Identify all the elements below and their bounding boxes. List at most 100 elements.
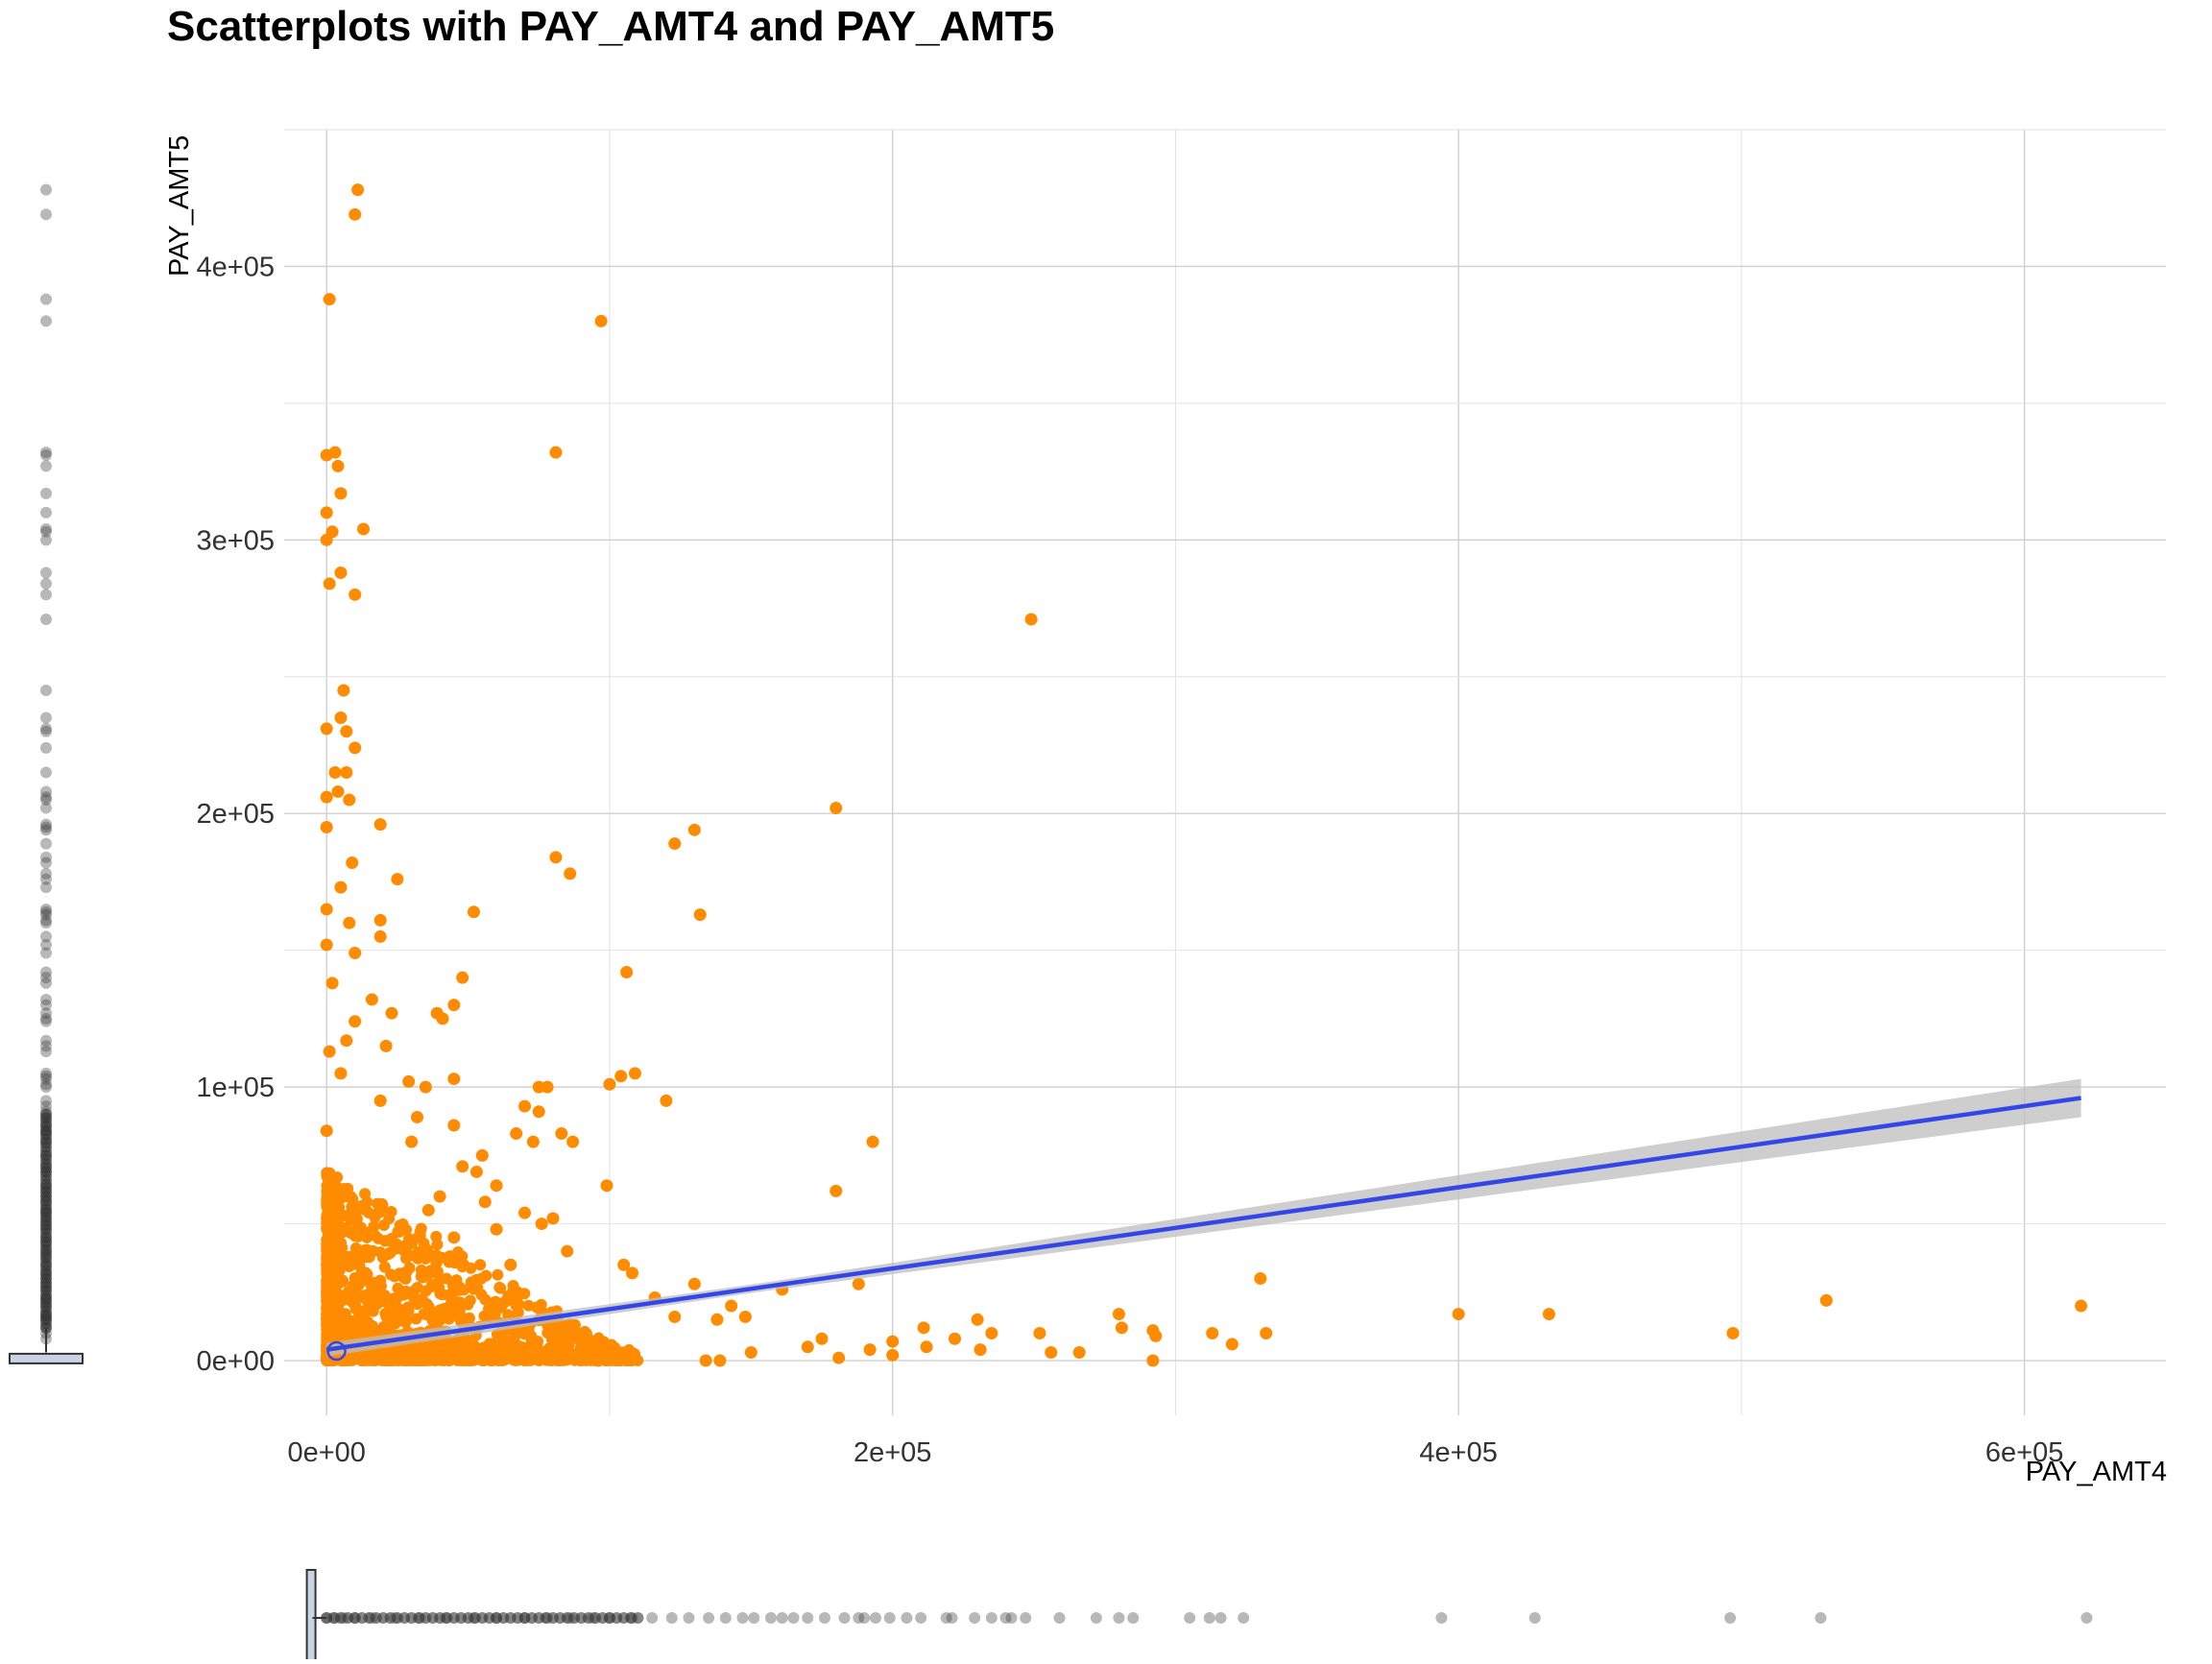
scatter-point — [1146, 1324, 1160, 1338]
marginal-y-outlier — [40, 791, 52, 804]
scatter-point — [483, 1306, 495, 1318]
marginal-x-outlier — [999, 1612, 1012, 1624]
scatter-point — [421, 1203, 435, 1217]
scatter-point — [725, 1299, 738, 1313]
marginal-y-outlier — [40, 487, 52, 499]
scatter-point — [349, 741, 362, 755]
marginal-y-box — [9, 1352, 84, 1364]
scatter-point — [388, 1237, 400, 1249]
marginal-x-outlier — [1815, 1612, 1827, 1624]
scatter-point — [608, 1354, 620, 1366]
scatter-point — [454, 1314, 467, 1327]
marginal-x-outlier — [1020, 1612, 1032, 1624]
scatter-point — [334, 567, 348, 580]
marginal-y-outlier — [40, 1073, 52, 1085]
marginal-x-boxplot — [305, 1569, 2093, 1664]
marginal-y-outlier — [40, 908, 52, 921]
marginal-y-outlier — [40, 873, 52, 885]
marginal-y-outlier — [40, 867, 52, 880]
scatter-point — [492, 1268, 504, 1281]
scatter-point — [549, 446, 563, 459]
scatter-point — [346, 856, 359, 870]
scatter-point — [365, 1279, 377, 1291]
scatter-point — [456, 971, 469, 984]
scatter-point — [420, 1354, 432, 1366]
scatter-point — [450, 1274, 463, 1287]
scatter-point — [374, 1274, 387, 1287]
scatter-point — [325, 1298, 337, 1311]
scatter-point — [407, 1285, 420, 1297]
marginal-y-outlier — [40, 966, 52, 978]
scatter-point — [1452, 1308, 1465, 1321]
marginal-x-outlier — [764, 1612, 777, 1624]
marginal-x-outlier — [632, 1612, 644, 1624]
marginal-x-outlier — [940, 1612, 952, 1624]
scatter-point — [530, 1301, 542, 1314]
scatter-point — [540, 1351, 552, 1363]
marginal-y-outlier — [40, 522, 52, 535]
scatter-point — [447, 999, 461, 1012]
scatter-point — [474, 1354, 487, 1366]
scatter-point — [374, 1351, 387, 1363]
marginal-y-outlier — [40, 993, 52, 1005]
scatter-point — [920, 1340, 933, 1354]
scatter-point — [1045, 1345, 1058, 1359]
marginal-y-outlier — [40, 449, 52, 462]
marginal-y-outlier — [40, 881, 52, 894]
scatter-point — [389, 1270, 401, 1283]
scatter-point — [402, 1249, 415, 1262]
scatter-point — [617, 1258, 631, 1271]
points-layer — [320, 183, 2088, 1367]
scatter-point — [320, 903, 333, 916]
scatter-point — [410, 1313, 422, 1325]
marginal-x-outlier — [858, 1612, 871, 1624]
marginal-x-outlier — [683, 1612, 695, 1624]
scatter-point — [391, 873, 404, 886]
scatter-point — [580, 1354, 592, 1366]
scatter-point — [510, 1127, 523, 1141]
y-tick-label: 3e+05 — [197, 525, 275, 556]
scatter-point — [738, 1310, 752, 1323]
marginal-y-outlier — [40, 183, 52, 196]
marginal-x-outlier — [665, 1612, 678, 1624]
x-tick-label: 4e+05 — [1419, 1437, 1497, 1468]
scatter-point — [343, 1286, 355, 1298]
marginal-y-boxplot — [9, 183, 84, 1364]
scatter-point — [446, 1287, 459, 1299]
marginal-y-outlier — [40, 930, 52, 943]
scatter-point — [566, 1135, 580, 1148]
scatter-point — [343, 1261, 355, 1273]
scatter-point — [329, 1326, 342, 1338]
scatter-point — [320, 533, 333, 546]
scatter-point — [395, 1351, 407, 1363]
scatter-point — [744, 1345, 757, 1359]
marginal-y-outlier — [40, 1040, 52, 1052]
scatter-point — [405, 1237, 419, 1250]
marginal-y-outlier — [40, 446, 52, 459]
scatter-point — [394, 1219, 406, 1232]
marginal-y-outlier — [40, 722, 52, 735]
scatter-point — [1033, 1327, 1046, 1340]
marginal-y-outlier — [40, 567, 52, 579]
scatter-point — [558, 1354, 570, 1366]
scatter-point — [320, 506, 333, 519]
marginal-y-outlier — [40, 1081, 52, 1094]
marginal-y-outlier — [40, 818, 52, 831]
scatter-point — [451, 1354, 464, 1366]
scatter-point — [320, 820, 333, 833]
scatter-point — [1260, 1327, 1273, 1340]
scatter-point — [574, 1341, 587, 1354]
scatter-point — [1254, 1272, 1267, 1286]
marginal-x-outlier — [2080, 1612, 2093, 1624]
marginal-y-outlier — [40, 613, 52, 625]
scatter-point — [338, 1221, 350, 1234]
marginal-y-outlier — [40, 725, 52, 737]
scatter-point — [349, 207, 362, 221]
scatter-point — [454, 1296, 467, 1309]
scatter-point — [337, 684, 350, 697]
marginal-y-outlier — [40, 506, 52, 518]
scatter-point — [518, 1099, 532, 1113]
scatter-point — [628, 1067, 641, 1080]
scatter-point — [321, 1320, 333, 1333]
